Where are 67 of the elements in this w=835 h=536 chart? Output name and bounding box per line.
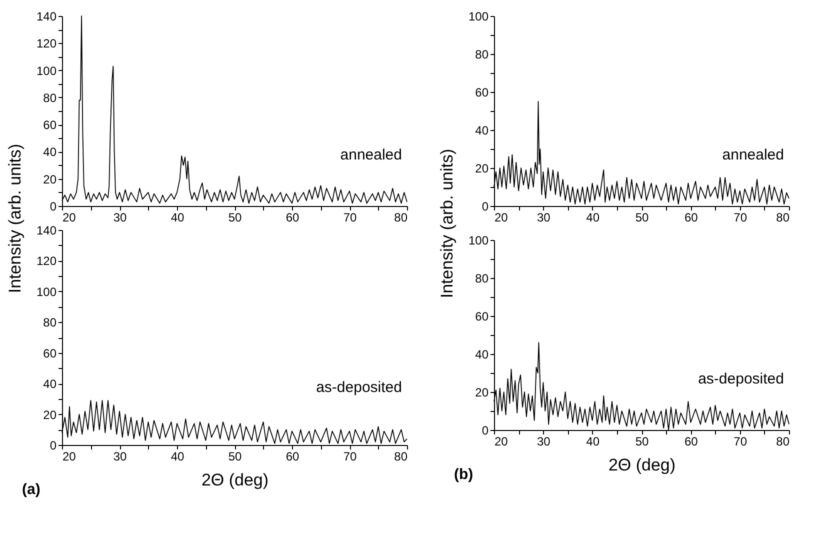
- y-tick-label: 120: [36, 36, 57, 51]
- x-tick-label: 40: [170, 210, 184, 224]
- y-tick-label: 40: [43, 377, 57, 392]
- y-tick-label: 0: [482, 200, 489, 214]
- x-tick-label: 80: [776, 210, 790, 224]
- x-tick-label: 30: [536, 210, 551, 224]
- y-tick-label: 80: [475, 272, 489, 286]
- y-tick-label: 20: [475, 162, 489, 176]
- y-tick-label: 60: [43, 118, 57, 132]
- annotation: annealed: [340, 146, 402, 164]
- x-tick-label: 80: [394, 450, 408, 464]
- y-tick-label: 40: [475, 348, 489, 362]
- x-tick-label: 20: [62, 450, 76, 464]
- x-tick-label: 40: [586, 210, 600, 224]
- annotation: as-deposited: [698, 370, 784, 388]
- x-tick-label: 50: [635, 434, 649, 448]
- y-tick-label: 80: [43, 90, 57, 105]
- x-tick-label: 50: [228, 450, 242, 464]
- x-tick-label: 30: [113, 450, 127, 464]
- x-tick-label: 30: [113, 210, 127, 224]
- x-tick-label: 70: [343, 210, 357, 224]
- y-tick-label: 100: [468, 10, 489, 24]
- y-tick-label: 100: [36, 284, 57, 299]
- y-tick-label: 0: [50, 200, 57, 214]
- x-tick-label: 20: [494, 434, 508, 448]
- y-tick-label: 20: [475, 386, 489, 400]
- y-tick-label: 140: [36, 224, 57, 238]
- x-tick-label: 80: [394, 210, 408, 224]
- x-tick-label: 60: [684, 210, 698, 224]
- y-tick-label: 40: [43, 145, 57, 160]
- y-tick-label: 0: [482, 424, 489, 438]
- y-tick-label: 20: [43, 172, 57, 186]
- y-tick-label: 20: [43, 408, 57, 422]
- x-axis-title: 2Θ (deg): [201, 470, 269, 490]
- y-tick-label: 100: [36, 64, 57, 78]
- x-tick-label: 70: [734, 210, 748, 224]
- y-tick-label: 120: [36, 254, 57, 268]
- y-tick-label: 0: [50, 438, 57, 452]
- x-tick-label: 20: [494, 210, 508, 224]
- y-tick-label: 80: [43, 316, 57, 330]
- annotation: annealed: [722, 146, 784, 164]
- x-tick-label: 50: [228, 210, 242, 224]
- x-tick-label: 40: [170, 450, 184, 464]
- y-tick-label: 60: [475, 86, 489, 100]
- y-tick-label: 60: [43, 346, 57, 360]
- y-axis-title: Intensity (arb. units): [438, 148, 456, 298]
- x-axis-title: 2Θ (deg): [608, 456, 676, 474]
- x-tick-label: 40: [586, 434, 600, 448]
- x-tick-label: 80: [776, 434, 790, 448]
- y-tick-label: 100: [468, 234, 489, 248]
- x-tick-label: 60: [286, 450, 300, 464]
- text: (b): [454, 466, 474, 483]
- text: (a): [22, 481, 40, 498]
- y-tick-label: 40: [475, 124, 489, 138]
- y-axis-title: Intensity (arb. units): [6, 144, 24, 294]
- annotation: as-deposited: [316, 378, 402, 396]
- line-series: [62, 16, 408, 204]
- x-tick-label: 70: [343, 450, 357, 464]
- y-tick-label: 80: [475, 48, 489, 62]
- x-tick-label: 50: [635, 210, 649, 224]
- x-tick-label: 70: [734, 434, 748, 448]
- x-tick-label: 30: [536, 434, 551, 448]
- y-tick-label: 60: [475, 310, 489, 324]
- y-tick-label: 140: [36, 10, 57, 24]
- x-tick-label: 60: [684, 434, 698, 448]
- x-tick-label: 60: [286, 210, 300, 224]
- x-tick-label: 20: [62, 210, 76, 224]
